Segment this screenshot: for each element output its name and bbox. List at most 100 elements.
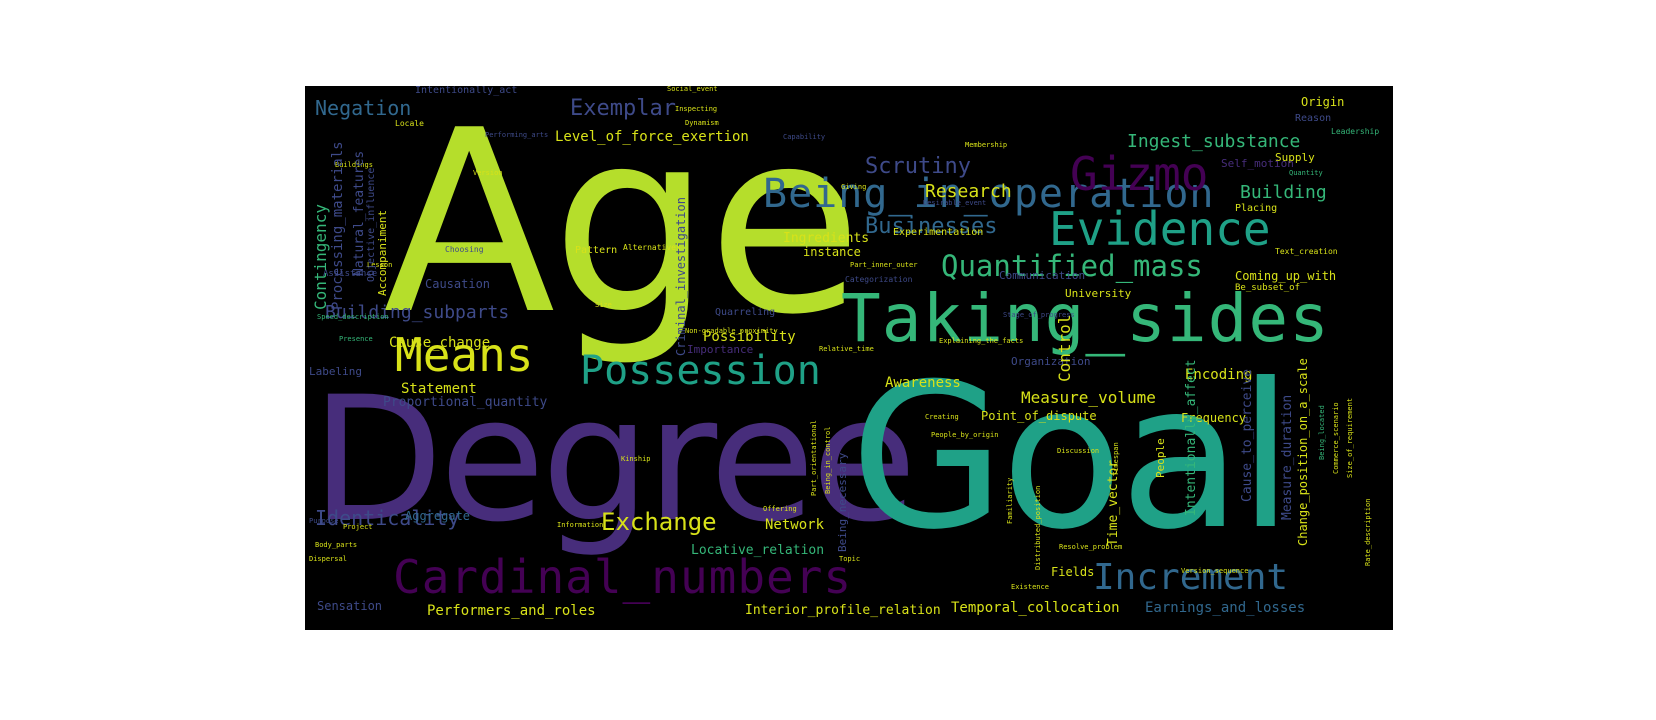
word-categorization: Categorization (845, 275, 913, 284)
word-being-in-operation: Being_in_operation (763, 171, 1215, 217)
word-project: Project (343, 523, 373, 531)
word-choosing: Choosing (445, 245, 484, 254)
word-locale: Locale (395, 119, 424, 128)
word-point-of-dispute: Point_of_dispute (981, 409, 1097, 423)
word-dispersal: Dispersal (309, 555, 347, 563)
word-interior-profile-relation: Interior_profile_relation (745, 603, 941, 618)
word-version: Version (473, 169, 503, 177)
word-purpose: Purpose (309, 517, 339, 525)
word-measure-duration: Measure_duration (1280, 394, 1295, 520)
word-leadership: Leadership (1331, 127, 1380, 136)
word-part-inner-outer: Part_inner_outer (850, 261, 918, 269)
word-version-sequence: Version_sequence (1181, 567, 1249, 575)
word-exemplar: Exemplar (570, 96, 676, 121)
word-ingest-substance: Ingest_substance (1127, 131, 1301, 152)
word-means: Means (395, 328, 534, 382)
word-age: Age (383, 86, 862, 370)
word-performers-and-roles: Performers_and_roles (427, 603, 596, 619)
word-degree: Degree (311, 359, 917, 560)
word-control: Control (1055, 314, 1074, 382)
word-exchange: Exchange (601, 508, 717, 536)
word-be-subset-of: Be_subset_of (1235, 283, 1301, 293)
word-organization: Organization (1011, 355, 1091, 368)
word-locative-relation: Locative_relation (691, 543, 825, 558)
word-self-motion: Self_motion (1221, 157, 1294, 170)
word-text-creation: Text_creation (1275, 247, 1338, 256)
word-pattern: Pattern (575, 245, 618, 256)
word-people: People (1154, 438, 1167, 478)
word-being-in-control: Being_in_control (824, 426, 832, 494)
word-body-parts: Body_parts (315, 541, 358, 549)
word-building-subparts: Building_subparts (325, 302, 510, 323)
word-frequency: Frequency (1181, 411, 1247, 425)
word-businesses: Businesses (865, 214, 998, 239)
word-temporal-collocation: Temporal_collocation (951, 600, 1120, 616)
word-cloud-canvas: Age Degree Goal Taking_sides Being_in_op… (305, 86, 1393, 630)
word-commerce-scenario: Commerce_scenario (1332, 402, 1340, 474)
word-resolve-problem: Resolve_problem (1059, 543, 1123, 551)
word-membership: Membership (965, 141, 1008, 149)
word-inspecting: Inspecting (675, 105, 718, 113)
word-assistance: Assistance (323, 269, 378, 279)
word-research: Research (925, 181, 1012, 202)
word-social-event: Social_event (667, 86, 718, 93)
word-encoding: Encoding (1185, 367, 1253, 383)
word-criminal-investigation: Criminal_investigation (674, 197, 688, 356)
word-buildings: Buildings (335, 161, 373, 169)
word-goal: Goal (850, 341, 1293, 574)
word-statement: Statement (401, 381, 477, 397)
word-university: University (1065, 287, 1132, 300)
word-communication: Communication (999, 269, 1086, 282)
word-presence: Presence (339, 335, 373, 343)
word-ingredients: Ingredients (783, 231, 870, 246)
word-kinship: Kinship (621, 455, 651, 463)
word-quarreling: Quarreling (715, 307, 776, 318)
word-origin: Origin (1301, 95, 1345, 109)
word-performing-arts: Performing_arts (485, 131, 549, 139)
word-quantity: Quantity (1289, 169, 1323, 177)
word-being-located: Being_located (1318, 405, 1326, 460)
word-size-of-requirement: Size_of_requirement (1346, 397, 1354, 478)
word-awareness: Awareness (885, 375, 961, 391)
word-distributed-position: Distributed_position (1034, 485, 1042, 570)
word-possession: Possession (580, 348, 821, 394)
word-creating: Creating (925, 413, 959, 421)
word-reason: Reason (1295, 113, 1332, 124)
word-cardinal-numbers: Cardinal_numbers (393, 550, 853, 604)
word-explaining-the-facts: Explaining_the_facts (939, 337, 1024, 345)
word-contingency: Contingency (311, 204, 330, 310)
word-information: Information (557, 521, 604, 529)
word-evidence: Evidence (1049, 202, 1271, 256)
word-cause-to-perceive: Cause_to_perceive (1240, 368, 1255, 502)
word-quantified-mass: Quantified_mass (941, 249, 1203, 283)
word-network: Network (765, 517, 825, 533)
word-discussion: Discussion (1057, 447, 1100, 455)
word-aggregate: Aggregate (405, 509, 471, 523)
word-possibility: Possibility (703, 329, 796, 345)
word-giving: Giving (841, 183, 867, 191)
word-causation: Causation (425, 277, 491, 291)
word-rate-description: Rate_description (1364, 498, 1372, 566)
word-existence: Existence (1011, 583, 1049, 591)
word-placing: Placing (1235, 203, 1278, 214)
word-size: Size (595, 301, 612, 309)
word-supply: Supply (1275, 151, 1315, 164)
word-natural-features: Natural_features (352, 150, 367, 276)
word-familiarity: Familiarity (1006, 477, 1014, 524)
word-negation: Negation (315, 96, 412, 120)
word-intentionally-affect: Intentionally_affect (1184, 359, 1199, 516)
word-dynamism: Dynamism (685, 119, 719, 127)
word-desirable-event: Desirable_event (923, 199, 987, 207)
word-speed-description: Speed_description (317, 313, 389, 321)
word-proportional-quantity: Proportional_quantity (383, 395, 548, 410)
word-gizmo: Gizmo (1070, 147, 1209, 201)
word-measure-volume: Measure_volume (1021, 388, 1156, 407)
word-labeling: Labeling (309, 365, 362, 378)
word-fields: Fields (1051, 565, 1095, 579)
word-taking-sides: Taking_sides (841, 280, 1330, 357)
word-earnings-and-losses: Earnings_and_losses (1145, 600, 1306, 616)
word-offering: Offering (763, 505, 797, 513)
word-intentionally-act: Intentionally_act (415, 86, 518, 96)
word-scrutiny: Scrutiny (865, 154, 971, 179)
word-non-gradable-proximity: Non-gradable_proximity (685, 327, 778, 335)
